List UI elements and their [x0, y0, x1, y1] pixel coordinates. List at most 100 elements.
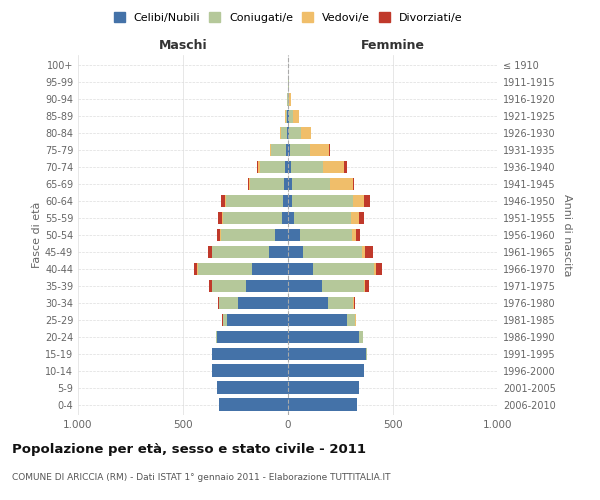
- Bar: [353, 194, 364, 207]
- Bar: [288, 382, 359, 394]
- Bar: [287, 110, 288, 122]
- Bar: [344, 160, 347, 173]
- Bar: [303, 246, 361, 258]
- Bar: [209, 280, 212, 292]
- Text: Popolazione per età, sesso e stato civile - 2011: Popolazione per età, sesso e stato civil…: [12, 442, 366, 456]
- Bar: [212, 348, 288, 360]
- Bar: [269, 246, 288, 258]
- Y-axis label: Anni di nascita: Anni di nascita: [562, 194, 572, 276]
- Bar: [250, 178, 284, 190]
- Bar: [246, 280, 288, 292]
- Bar: [257, 160, 260, 173]
- Bar: [364, 194, 370, 207]
- Bar: [271, 144, 286, 156]
- Bar: [286, 144, 288, 156]
- Bar: [329, 144, 330, 156]
- Bar: [260, 160, 285, 173]
- Text: Femmine: Femmine: [361, 38, 425, 52]
- Bar: [361, 246, 365, 258]
- Bar: [353, 178, 354, 190]
- Bar: [347, 314, 355, 326]
- Bar: [222, 212, 223, 224]
- Bar: [376, 262, 382, 276]
- Bar: [282, 212, 288, 224]
- Bar: [285, 110, 286, 122]
- Bar: [288, 348, 366, 360]
- Bar: [227, 314, 288, 326]
- Bar: [288, 110, 289, 122]
- Bar: [328, 296, 353, 310]
- Bar: [288, 398, 358, 411]
- Bar: [301, 126, 311, 140]
- Bar: [366, 348, 367, 360]
- Bar: [374, 262, 376, 276]
- Bar: [288, 160, 291, 173]
- Bar: [364, 280, 365, 292]
- Bar: [221, 194, 225, 207]
- Legend: Celibi/Nubili, Coniugati/e, Vedovi/e, Divorziati/e: Celibi/Nubili, Coniugati/e, Vedovi/e, Di…: [109, 8, 467, 28]
- Bar: [299, 228, 352, 241]
- Bar: [330, 178, 353, 190]
- Bar: [351, 212, 359, 224]
- Bar: [218, 212, 222, 224]
- Y-axis label: Fasce di età: Fasce di età: [32, 202, 42, 268]
- Bar: [289, 93, 290, 106]
- Bar: [359, 212, 364, 224]
- Bar: [288, 364, 364, 377]
- Bar: [322, 280, 364, 292]
- Bar: [290, 144, 310, 156]
- Bar: [218, 398, 288, 411]
- Bar: [217, 382, 288, 394]
- Bar: [288, 212, 295, 224]
- Bar: [356, 228, 361, 241]
- Bar: [292, 194, 353, 207]
- Bar: [293, 110, 299, 122]
- Bar: [212, 246, 269, 258]
- Bar: [365, 246, 373, 258]
- Bar: [352, 228, 356, 241]
- Bar: [217, 330, 288, 344]
- Bar: [288, 228, 299, 241]
- Bar: [288, 144, 290, 156]
- Bar: [288, 126, 289, 140]
- Bar: [238, 296, 288, 310]
- Bar: [289, 110, 293, 122]
- Bar: [313, 262, 374, 276]
- Bar: [288, 178, 292, 190]
- Bar: [359, 330, 362, 344]
- Bar: [253, 262, 288, 276]
- Bar: [286, 110, 287, 122]
- Bar: [248, 178, 250, 190]
- Bar: [365, 280, 369, 292]
- Bar: [212, 364, 288, 377]
- Bar: [215, 330, 217, 344]
- Bar: [223, 314, 227, 326]
- Bar: [281, 126, 287, 140]
- Text: COMUNE DI ARICCIA (RM) - Dati ISTAT 1° gennaio 2011 - Elaborazione TUTTITALIA.IT: COMUNE DI ARICCIA (RM) - Dati ISTAT 1° g…: [12, 472, 391, 482]
- Bar: [269, 144, 271, 156]
- Text: Maschi: Maschi: [158, 38, 208, 52]
- Bar: [218, 296, 238, 310]
- Bar: [353, 296, 355, 310]
- Bar: [284, 178, 288, 190]
- Bar: [283, 194, 288, 207]
- Bar: [288, 296, 328, 310]
- Bar: [198, 262, 253, 276]
- Bar: [221, 228, 275, 241]
- Bar: [193, 262, 197, 276]
- Bar: [208, 246, 212, 258]
- Bar: [275, 228, 288, 241]
- Bar: [226, 194, 283, 207]
- Bar: [217, 228, 220, 241]
- Bar: [288, 246, 303, 258]
- Bar: [288, 280, 322, 292]
- Bar: [292, 178, 330, 190]
- Bar: [295, 212, 351, 224]
- Bar: [212, 280, 246, 292]
- Bar: [291, 160, 323, 173]
- Bar: [285, 160, 288, 173]
- Bar: [225, 194, 226, 207]
- Bar: [323, 160, 344, 173]
- Bar: [287, 126, 288, 140]
- Bar: [288, 194, 292, 207]
